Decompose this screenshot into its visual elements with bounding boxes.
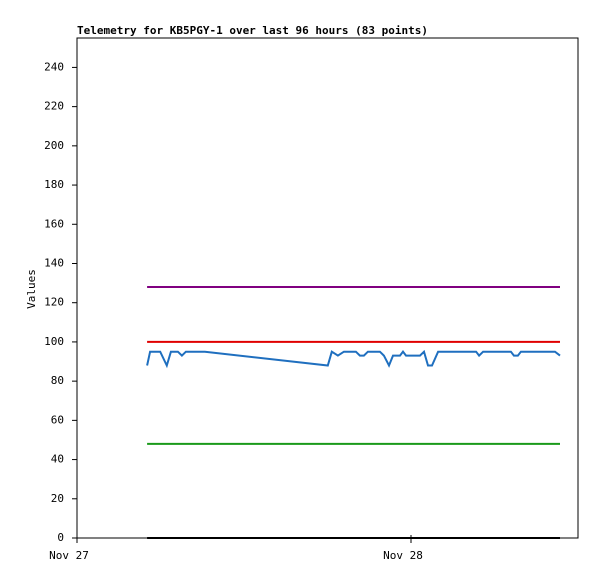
y-tick-label: 80 [51, 374, 64, 387]
y-tick-label: 220 [44, 100, 64, 113]
y-tick-label: 180 [44, 178, 64, 191]
y-tick-label: 200 [44, 139, 64, 152]
series-line [146, 349, 561, 369]
chart-title: Telemetry for KB5PGY-1 over last 96 hour… [77, 24, 428, 37]
y-tick-label: 40 [51, 453, 64, 466]
y-tick-label: 120 [44, 296, 64, 309]
y-tick-label: 160 [44, 217, 64, 230]
y-tick-label: 140 [44, 256, 64, 269]
y-tick-label: 20 [51, 492, 64, 505]
y-axis-label: Values [25, 269, 38, 309]
y-tick-label: 0 [57, 531, 64, 544]
y-tick-label: 60 [51, 413, 64, 426]
x-tick-label: Nov 27 [49, 549, 89, 562]
y-tick-label: 240 [44, 60, 64, 73]
y-tick-label: 100 [44, 335, 64, 348]
x-tick-label: Nov 28 [383, 549, 423, 562]
